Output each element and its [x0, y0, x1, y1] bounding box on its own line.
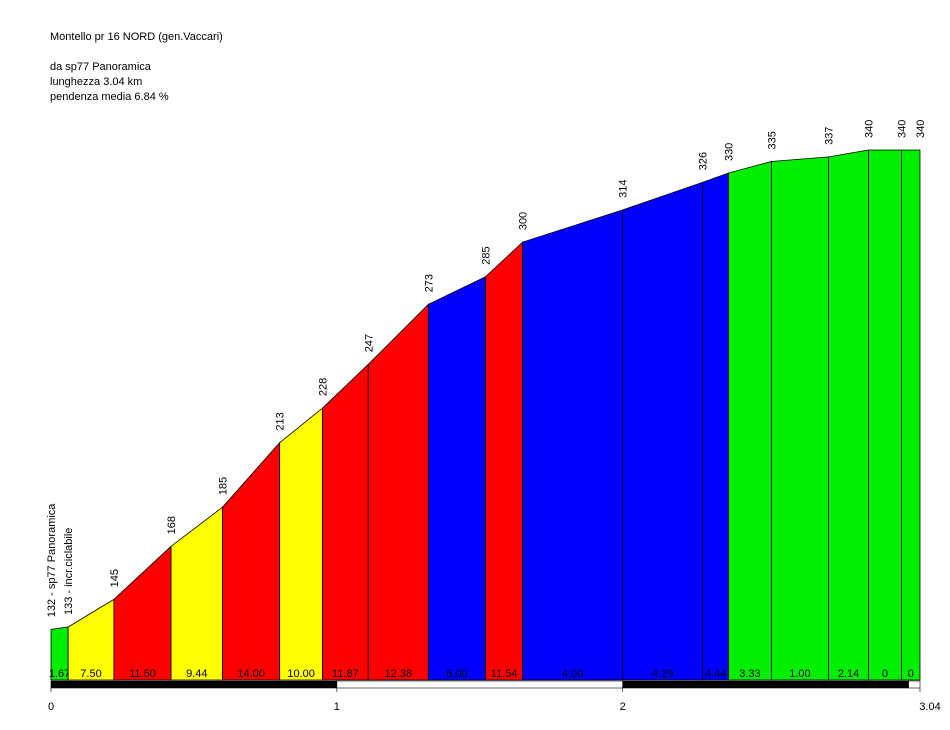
x-tick-label: 3.04	[919, 701, 940, 713]
segment	[222, 441, 281, 681]
grade-label: 10.00	[287, 668, 315, 680]
segment	[868, 149, 902, 681]
segment	[702, 172, 729, 681]
grade-label: 0	[882, 668, 888, 680]
grade-label: 14.00	[237, 668, 265, 680]
elevation-label: 145	[109, 569, 121, 587]
elevation-label: 335	[766, 131, 778, 149]
elevation-label: 273	[423, 274, 435, 292]
grade-label: 6.00	[446, 668, 467, 680]
grade-label: 11.50	[129, 668, 156, 680]
elevation-label: 132 - sp77 Panoramica	[46, 503, 58, 618]
scale-bar	[622, 680, 909, 689]
segment	[728, 161, 772, 681]
elevation-label: 247	[363, 334, 375, 352]
subtitle: lunghezza 3.04 km	[50, 76, 142, 88]
segment	[367, 303, 429, 681]
elevation-label: 340	[915, 120, 927, 138]
x-tick-label: 2	[620, 701, 626, 713]
grade-label: 12.38	[385, 668, 413, 680]
grade-label: 11.87	[332, 668, 359, 680]
elevation-label: 340	[896, 120, 908, 138]
segment	[427, 276, 486, 681]
elevation-label: 326	[698, 152, 710, 170]
segment	[770, 156, 829, 681]
scale-bar	[336, 680, 624, 689]
segment	[279, 407, 323, 681]
elevation-label: 300	[518, 212, 530, 230]
elevation-label: 314	[618, 180, 630, 198]
elevation-label: 213	[275, 412, 287, 430]
grade-label: 1.67	[49, 668, 70, 680]
segment	[522, 209, 624, 681]
segment	[113, 545, 172, 681]
grade-label: 1.00	[789, 668, 810, 680]
elevation-label: 168	[166, 516, 178, 534]
elevation-label: 228	[318, 378, 330, 396]
chart-title: Montello pr 16 NORD (gen.Vaccari)	[50, 31, 223, 43]
elevation-label: 133 - incr.ciclabile	[63, 528, 75, 615]
grade-label: 4.29	[652, 668, 673, 680]
grade-label: 4.00	[562, 668, 583, 680]
subtitle: da sp77 Panoramica	[50, 61, 152, 73]
x-tick-label: 1	[334, 701, 340, 713]
segment	[622, 181, 704, 681]
elevation-label: 330	[723, 143, 735, 161]
grade-label: 0	[908, 668, 914, 680]
segment	[485, 241, 524, 681]
grade-label: 11.54	[491, 668, 518, 680]
segment	[828, 149, 869, 681]
grade-label: 7.50	[80, 668, 101, 680]
x-tick-label: 0	[48, 701, 54, 713]
grade-label: 2.14	[838, 668, 859, 680]
elevation-label: 337	[824, 127, 836, 145]
segment	[901, 149, 921, 681]
scale-bar	[908, 680, 921, 689]
grade-label: 3.33	[739, 668, 760, 680]
elevation-label: 340	[864, 120, 876, 138]
subtitle: pendenza media 6.84 %	[50, 91, 169, 103]
grade-label: 4.44	[705, 668, 726, 680]
segment	[322, 363, 369, 681]
grade-label: 9.44	[186, 668, 207, 680]
elevation-label: 285	[481, 246, 493, 264]
scale-bar	[50, 680, 338, 689]
segment	[170, 506, 223, 681]
elevation-label: 185	[218, 477, 230, 495]
